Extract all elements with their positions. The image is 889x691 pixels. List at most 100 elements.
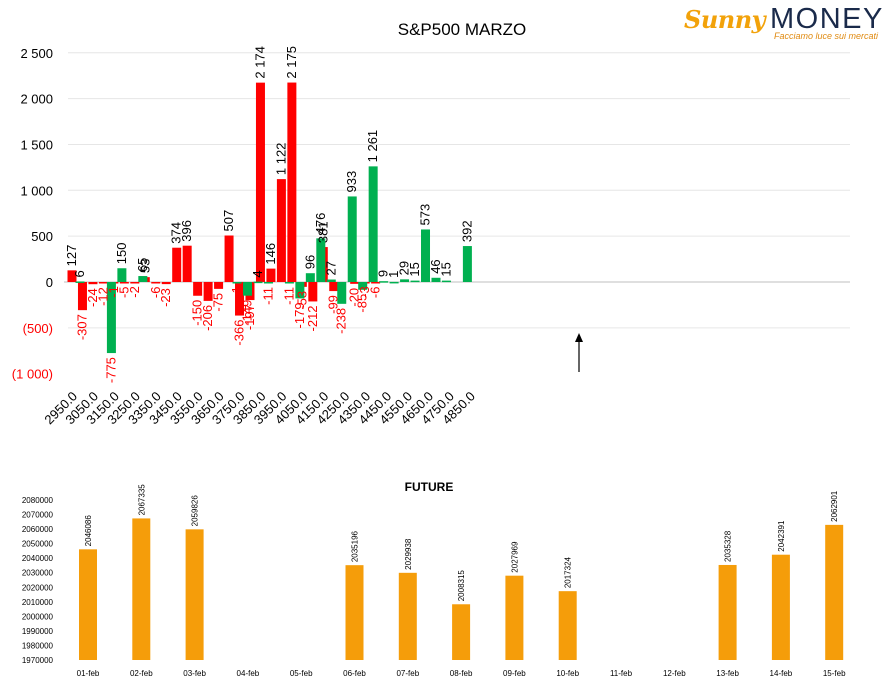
future-bar (345, 565, 364, 660)
bar (172, 247, 182, 282)
future-data-label: 2035196 (351, 530, 360, 562)
future-y-tick-label: 2060000 (22, 525, 54, 534)
bar (182, 245, 192, 282)
bar (106, 282, 116, 354)
data-label: 53 (137, 259, 152, 273)
bar (305, 273, 315, 282)
data-label: -775 (103, 357, 118, 383)
y-tick-label: 2 000 (20, 92, 53, 107)
future-bar (771, 554, 790, 660)
future-data-label: 2027969 (510, 541, 519, 573)
bar (431, 277, 441, 282)
bar (326, 279, 336, 282)
y-tick-label: 500 (31, 229, 53, 244)
data-label: 2 175 (284, 46, 299, 79)
data-label: -85 (355, 294, 370, 313)
bar (410, 280, 420, 283)
bar (337, 282, 347, 304)
data-label: -20 (347, 288, 362, 307)
bar (379, 281, 389, 283)
data-label: 150 (114, 243, 129, 265)
future-data-labels: 2046086 2067335 2059826 2035196 2029938 20083… (84, 484, 839, 602)
bar (88, 282, 98, 285)
data-label: 507 (221, 210, 236, 232)
data-label: 392 (459, 220, 474, 242)
data-label: -11 (260, 287, 275, 305)
bar (117, 268, 127, 282)
bar (253, 281, 263, 284)
future-x-tick-label: 03-feb (183, 669, 206, 678)
data-label: 1 (386, 271, 401, 278)
future-data-label: 2046086 (84, 515, 93, 547)
sp500-options-chart: S&P500 MARZO 2 500 2 000 1 500 1 000 500 0 (50… (12, 20, 850, 427)
y-tick-label: (1 000) (12, 367, 53, 382)
data-label: 4 (250, 270, 265, 277)
bar (214, 282, 224, 289)
data-label: 476 (313, 213, 328, 235)
data-label: -179 (292, 302, 307, 328)
future-bars (79, 518, 844, 660)
bars (67, 82, 472, 354)
bar (77, 282, 87, 311)
future-bar (79, 549, 97, 660)
bar (266, 268, 276, 282)
data-label: 65 (135, 258, 150, 272)
future-y-tick-label: 2050000 (22, 540, 54, 549)
data-labels: 127-307-24-12-1-5-253-6-23374396-150-206… (64, 46, 474, 383)
data-label: -206 (200, 305, 215, 331)
data-label: -2 (127, 286, 142, 298)
future-x-tick-label: 13-feb (716, 669, 739, 678)
future-y-tick-label: 2070000 (22, 511, 54, 520)
future-x-tick-label: 12-feb (663, 669, 686, 678)
future-y-tick-label: 2010000 (22, 598, 54, 607)
future-y-axis: 2080000 2070000 2060000 2050000 2040000 20300… (22, 496, 54, 665)
future-data-label: 2008315 (457, 570, 466, 602)
bar (284, 282, 294, 284)
chart-title: S&P500 MARZO (398, 20, 527, 39)
gridlines (64, 52, 850, 329)
data-label: -6 (368, 287, 383, 299)
data-label: -11 (281, 287, 296, 305)
future-data-label: 2029938 (404, 538, 413, 570)
future-bar (558, 591, 577, 660)
future-bar (505, 575, 524, 660)
data-label: -12 (95, 287, 110, 306)
y-tick-label: (500) (23, 321, 53, 336)
data-label: 96 (302, 255, 317, 269)
future-x-tick-label: 09-feb (503, 669, 526, 678)
bar (193, 282, 203, 296)
bar (130, 282, 140, 284)
logo-sunny-text: Sunny (684, 5, 766, 34)
data-label: 15 (407, 262, 422, 276)
future-data-label: 2017324 (564, 556, 573, 588)
future-y-tick-label: 2030000 (22, 569, 54, 578)
data-label: -307 (74, 314, 89, 340)
future-x-tick-label: 07-feb (396, 669, 419, 678)
data-label: 29 (397, 261, 412, 275)
y-tick-label: 1 000 (20, 183, 53, 198)
future-data-label: 2062901 (830, 490, 839, 522)
bar (400, 279, 410, 282)
chart-title-future: FUTURE (405, 480, 454, 494)
future-bar (398, 572, 417, 660)
future-x-tick-label: 08-feb (450, 669, 473, 678)
future-x-tick-label: 14-feb (770, 669, 793, 678)
future-x-tick-label: 11-feb (610, 669, 633, 678)
data-label: -24 (85, 288, 100, 307)
bar (295, 282, 305, 299)
data-label: -1 (229, 286, 244, 298)
bar (371, 282, 381, 284)
future-data-label: 2067335 (137, 484, 146, 516)
bar (276, 179, 286, 282)
data-label: 374 (169, 222, 184, 244)
data-label: -197 (242, 304, 257, 330)
data-label: -238 (334, 308, 349, 334)
bar (151, 282, 161, 284)
data-label: 15 (438, 262, 453, 276)
future-x-tick-label: 15-feb (823, 669, 846, 678)
y-tick-label: 0 (46, 275, 53, 290)
future-x-tick-label: 02-feb (130, 669, 153, 678)
future-bar (825, 524, 844, 660)
data-label: -150 (190, 300, 205, 326)
